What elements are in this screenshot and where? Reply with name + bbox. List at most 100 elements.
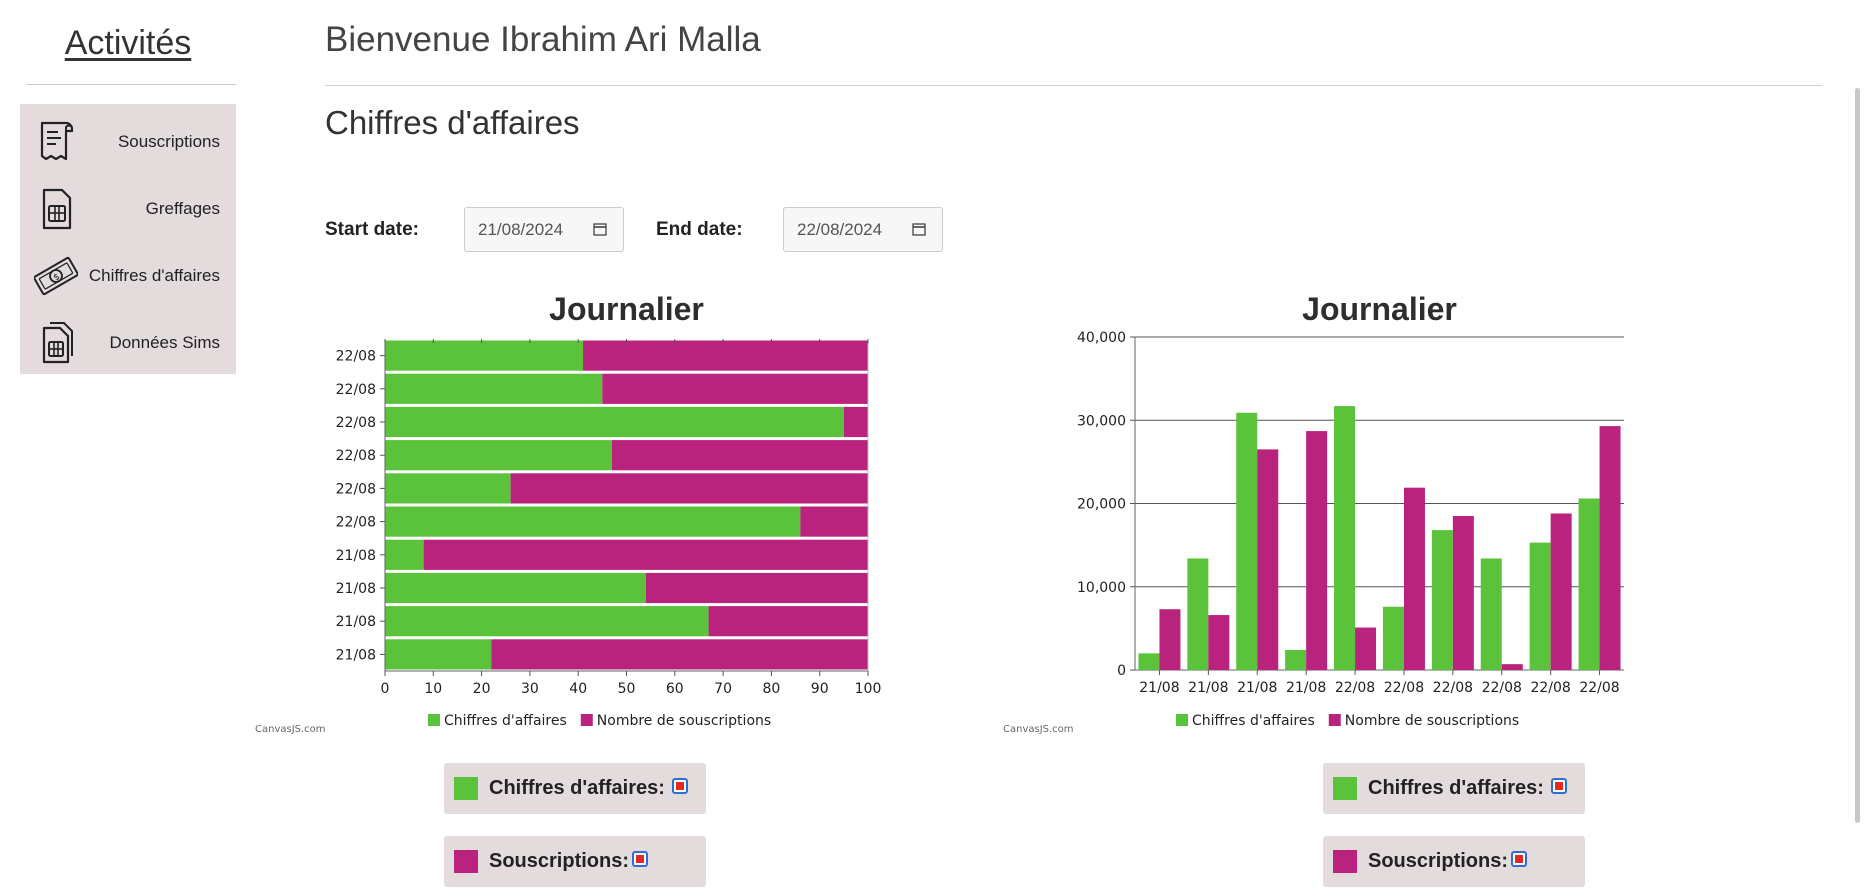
sidebar-item-label: Chiffres d'affaires (88, 266, 220, 285)
x-tick-label: 40 (569, 681, 587, 697)
sidebar-item-donnees-sims[interactable]: Données Sims (20, 312, 236, 374)
x-tick-label: 60 (666, 681, 684, 697)
money-icon: $ (34, 256, 78, 296)
column-bar (1480, 558, 1502, 670)
svg-text:$: $ (52, 272, 62, 284)
column-bar (1599, 426, 1621, 670)
control-label: Souscriptions: (489, 850, 630, 872)
daily-column-chart: Journalier 0 10,000 20,000 30,000 40,000 21/08… (1003, 291, 1624, 734)
column-bar (1355, 627, 1377, 670)
sidebar-item-chiffres-affaires[interactable]: $ Chiffres d'affaires (20, 245, 236, 307)
y-tick-label: 22/08 (336, 382, 376, 398)
column-bar (1159, 609, 1181, 670)
column-bar (1285, 650, 1307, 670)
x-tick-label: 20 (473, 681, 491, 697)
y-tick-label: 0 (1117, 663, 1126, 679)
column-bar (1334, 406, 1356, 670)
x-tick-label: 50 (618, 681, 636, 697)
y-tick-label: 22/08 (336, 515, 376, 531)
y-tick-label: 20,000 (1077, 497, 1126, 513)
series-checkbox[interactable] (1511, 851, 1527, 867)
bar-segment (385, 606, 709, 637)
legend-marker (1176, 714, 1188, 726)
bar-segment (510, 473, 868, 504)
y-tick-label: 22/08 (336, 448, 376, 464)
column-bar (1452, 515, 1474, 670)
bar-segment (602, 373, 868, 404)
y-tick-label: 21/08 (336, 647, 376, 663)
x-tick-label: 10 (424, 681, 442, 697)
chart-title: Journalier (1302, 291, 1457, 327)
chart-title: Journalier (549, 291, 704, 327)
control-label: Chiffres d'affaires: (1368, 777, 1544, 799)
x-tick-label: 22/08 (1433, 680, 1473, 696)
legend-entry: Nombre de souscriptions (597, 713, 771, 729)
calendar-icon[interactable] (912, 222, 926, 236)
start-date-label: Start date: (325, 219, 419, 240)
x-tick-label: 30 (521, 681, 539, 697)
legend-entry: Nombre de souscriptions (1345, 713, 1519, 729)
control-souscriptions-left: Souscriptions: (444, 836, 706, 887)
bar-segment (800, 506, 868, 537)
control-label: Souscriptions: (1368, 850, 1509, 872)
column-bar (1382, 606, 1404, 670)
legend-marker (1328, 714, 1341, 726)
legend-swatch (1333, 777, 1357, 800)
legend-marker (428, 714, 440, 726)
daily-stacked-bar-chart: Journalier 22/08 22/08 22/08 22/08 22/08 22/08… (255, 291, 882, 734)
sidebar-item-greffages[interactable]: Greffages (20, 178, 236, 240)
canvasjs-credit: CanvasJS.com (1003, 724, 1074, 734)
x-tick-label: 70 (714, 681, 732, 697)
header-divider (325, 85, 1822, 86)
column-bar (1208, 615, 1230, 670)
series-checkbox[interactable] (672, 778, 688, 794)
y-tick-label: 40,000 (1077, 330, 1126, 346)
end-date-label: End date: (656, 219, 743, 240)
x-tick-label: 22/08 (1335, 680, 1375, 696)
control-label: Chiffres d'affaires: (489, 777, 665, 799)
x-tick-label: 100 (855, 681, 882, 697)
page-title: Chiffres d'affaires (325, 104, 580, 141)
series-checkbox[interactable] (632, 851, 648, 867)
x-tick-label: 21/08 (1188, 680, 1228, 696)
x-tick-label: 22/08 (1579, 680, 1619, 696)
column-bar (1138, 653, 1160, 670)
page-scrollbar[interactable] (1855, 88, 1860, 823)
bar-segment (385, 373, 603, 404)
column-bar (1550, 513, 1572, 670)
bar-segment (385, 639, 492, 670)
x-tick-label: 21/08 (1139, 680, 1179, 696)
control-chiffres-affaires-right: Chiffres d'affaires: (1323, 763, 1585, 814)
sidebar-item-souscriptions[interactable]: Souscriptions (20, 111, 236, 173)
sidebar-item-label: Greffages (145, 199, 220, 218)
bar-segment (645, 572, 868, 604)
x-tick-label: 22/08 (1384, 680, 1424, 696)
y-tick-label: 30,000 (1077, 413, 1126, 429)
y-tick-label: 21/08 (336, 614, 376, 630)
bar-segment (385, 440, 613, 471)
x-tick-label: 21/08 (1286, 680, 1326, 696)
calendar-icon[interactable] (593, 222, 607, 236)
x-tick-label: 22/08 (1482, 680, 1522, 696)
bar-segment (491, 639, 868, 670)
bar-segment (385, 506, 801, 537)
legend-entry: Chiffres d'affaires (444, 713, 567, 729)
series-checkbox[interactable] (1551, 778, 1567, 794)
start-date-input[interactable]: 21/08/2024 (464, 207, 624, 252)
legend-entry: Chiffres d'affaires (1192, 713, 1315, 729)
sim-card-icon (42, 188, 72, 230)
sidebar-menu: Souscriptions Greffages $ Chiffres (20, 104, 236, 374)
y-tick-label: 21/08 (336, 548, 376, 564)
y-tick-label: 21/08 (336, 581, 376, 597)
x-tick-label: 21/08 (1237, 680, 1277, 696)
sim-cards-icon (42, 322, 73, 364)
welcome-heading: Bienvenue Ibrahim Ari Malla (325, 20, 761, 59)
bar-segment (843, 406, 868, 438)
legend-swatch (1333, 850, 1357, 873)
x-tick-label: 80 (762, 681, 780, 697)
sidebar-title[interactable]: Activités (64, 24, 192, 62)
end-date-input[interactable]: 22/08/2024 (783, 207, 943, 252)
column-bar (1306, 431, 1328, 670)
column-bar (1431, 530, 1453, 670)
column-bar (1187, 558, 1209, 670)
